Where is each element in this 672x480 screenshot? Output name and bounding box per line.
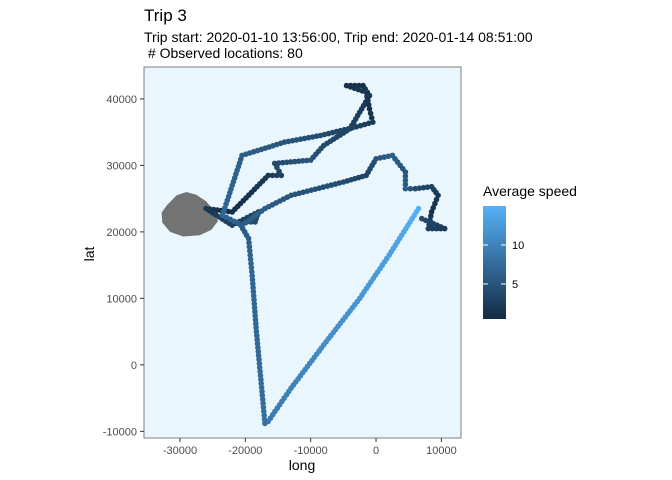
track-point bbox=[246, 239, 252, 246]
y-tick-label: 20000 bbox=[106, 227, 137, 239]
track-point bbox=[299, 158, 306, 164]
track-point bbox=[428, 213, 434, 219]
track-point bbox=[253, 328, 260, 335]
track-point bbox=[256, 364, 263, 371]
track-point bbox=[275, 160, 282, 166]
track-point bbox=[249, 277, 256, 283]
track-point bbox=[424, 184, 431, 190]
track-point bbox=[287, 159, 294, 165]
track-point bbox=[247, 256, 254, 263]
y-tick-label: 0 bbox=[131, 360, 137, 372]
y-axis-label: lat bbox=[81, 247, 97, 262]
chart-subtitle: Trip start: 2020-01-10 13:56:00, Trip en… bbox=[144, 29, 533, 61]
track-layer bbox=[203, 82, 448, 427]
legend-ticks: 5 10 bbox=[483, 240, 524, 291]
track-point bbox=[402, 181, 409, 188]
legend-tick-label: 5 bbox=[512, 279, 518, 291]
track-point bbox=[412, 185, 419, 192]
track-point bbox=[402, 185, 409, 192]
track-point bbox=[269, 172, 276, 179]
track-point bbox=[367, 110, 374, 117]
track-point bbox=[252, 312, 258, 319]
track-point bbox=[360, 82, 366, 89]
x-axis-label: long bbox=[289, 457, 315, 473]
track-point bbox=[402, 169, 409, 175]
track-point bbox=[251, 300, 258, 307]
y-tick-label: 40000 bbox=[106, 94, 137, 106]
track-point bbox=[251, 304, 258, 311]
track-point bbox=[252, 316, 259, 323]
legend-tick-label: 10 bbox=[512, 240, 524, 252]
track-point bbox=[416, 185, 423, 191]
track-point bbox=[254, 340, 261, 347]
chart-title: Trip 3 bbox=[144, 6, 187, 25]
track-point bbox=[260, 404, 267, 411]
land-layer bbox=[161, 192, 218, 237]
track-point bbox=[255, 352, 262, 359]
plot-panel bbox=[143, 66, 462, 439]
track-point bbox=[420, 184, 427, 191]
y-tick-label: 30000 bbox=[106, 160, 137, 172]
track-point bbox=[247, 248, 253, 254]
track-point bbox=[402, 173, 409, 179]
track-point bbox=[246, 244, 253, 250]
track-point bbox=[425, 225, 432, 232]
track-point bbox=[248, 264, 255, 271]
track-point bbox=[407, 185, 414, 192]
track-point bbox=[253, 324, 259, 331]
x-tick-label: -20000 bbox=[228, 445, 262, 457]
track-point bbox=[250, 284, 256, 291]
y-axis: -10000 0 10000 20000 30000 40000 bbox=[103, 94, 144, 438]
subtitle-observed-locations: # Observed locations: 80 bbox=[144, 45, 303, 61]
x-tick-label: 0 bbox=[373, 445, 379, 457]
y-tick-label: 10000 bbox=[106, 293, 137, 305]
track-point bbox=[252, 308, 258, 315]
track-point bbox=[418, 215, 425, 222]
track-point bbox=[366, 106, 373, 112]
track-point bbox=[429, 225, 436, 232]
subtitle-trip-times: Trip start: 2020-01-10 13:56:00, Trip en… bbox=[144, 29, 533, 45]
track-point bbox=[368, 115, 375, 121]
speed-legend: Average speed 5 10 bbox=[483, 183, 577, 319]
track-point bbox=[250, 288, 257, 295]
track-point bbox=[364, 93, 370, 100]
x-tick-label: -30000 bbox=[163, 445, 197, 457]
y-tick-label: -10000 bbox=[103, 426, 137, 438]
track-point bbox=[428, 209, 435, 215]
track-point bbox=[248, 260, 254, 267]
x-tick-label: 10000 bbox=[426, 445, 457, 457]
track-point bbox=[435, 192, 441, 199]
track-point bbox=[247, 252, 253, 258]
track-point bbox=[261, 416, 268, 423]
track-point bbox=[402, 177, 409, 184]
legend-title: Average speed bbox=[483, 183, 577, 199]
track-point bbox=[251, 296, 257, 303]
legend-colorbar bbox=[483, 206, 506, 319]
track-point bbox=[249, 269, 255, 275]
track-point bbox=[258, 380, 265, 387]
x-tick-label: -10000 bbox=[294, 445, 328, 457]
land-mass bbox=[161, 192, 218, 237]
track-point bbox=[265, 172, 272, 179]
track-point bbox=[250, 292, 257, 299]
x-axis: -30000 -20000 -10000 0 10000 bbox=[163, 438, 457, 457]
track-point bbox=[432, 200, 438, 207]
track-point bbox=[365, 101, 372, 108]
